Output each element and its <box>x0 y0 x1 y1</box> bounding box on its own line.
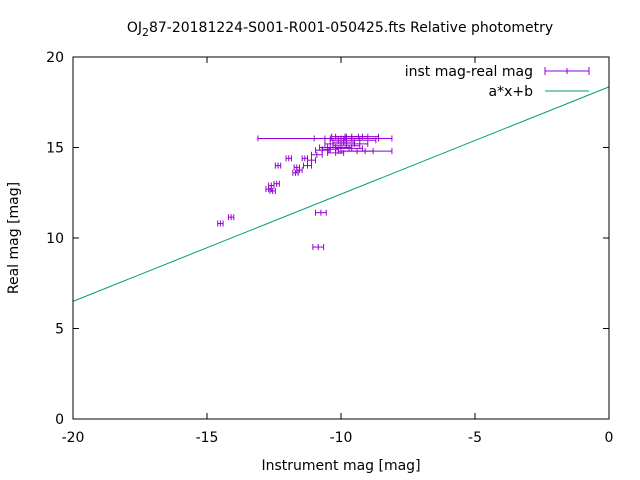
data-point <box>312 244 325 251</box>
x-tick-label: -5 <box>468 430 482 446</box>
data-point <box>268 182 275 189</box>
data-point <box>337 148 393 155</box>
x-axis: -20 -15 -10 -5 0 <box>62 57 614 446</box>
data-point <box>292 169 299 176</box>
data-point <box>227 214 235 221</box>
chart-title-subscript: 2 <box>142 26 149 39</box>
y-tick-label: 15 <box>46 141 64 157</box>
data-point <box>311 151 323 158</box>
data-point <box>217 220 224 227</box>
plot-area <box>72 86 610 302</box>
y-tick-label: 5 <box>55 322 64 338</box>
chart-title-part: 87-20181224-S001-R001-050425.fts Relativ… <box>149 20 553 36</box>
data-point <box>285 155 292 162</box>
data-point <box>301 155 308 162</box>
x-axis-label: Instrument mag [mag] <box>261 458 420 474</box>
y-tick-label: 10 <box>46 231 64 247</box>
data-point <box>335 145 363 152</box>
data-point <box>273 180 280 187</box>
chart-title: OJ287-20181224-S001-R001-050425.fts Rela… <box>127 20 553 39</box>
chart-title-part: OJ <box>127 20 142 36</box>
data-point <box>302 162 313 169</box>
y-tick-label: 20 <box>46 50 64 66</box>
x-tick-label: -10 <box>330 430 353 446</box>
data-point <box>315 209 327 216</box>
data-point <box>313 135 380 142</box>
data-point <box>296 167 303 174</box>
y-axis: 0 5 10 15 20 <box>46 50 609 428</box>
y-axis-label: Real mag [mag] <box>6 182 22 294</box>
data-point <box>340 140 369 147</box>
fit-line <box>72 86 610 302</box>
data-point <box>307 157 317 164</box>
legend-label-series-1: inst mag-real mag <box>405 64 533 80</box>
data-point <box>274 162 282 169</box>
data-point <box>269 187 276 194</box>
plot-frame <box>72 56 610 420</box>
x-tick-label: -20 <box>62 430 85 446</box>
y-tick-label: 0 <box>55 412 64 428</box>
x-tick-label: -15 <box>196 430 219 446</box>
legend: inst mag-real mag a*x+b <box>405 64 590 100</box>
x-tick-label: 0 <box>605 430 614 446</box>
legend-label-series-2: a*x+b <box>489 84 534 100</box>
legend-sample-series-1 <box>544 67 590 75</box>
